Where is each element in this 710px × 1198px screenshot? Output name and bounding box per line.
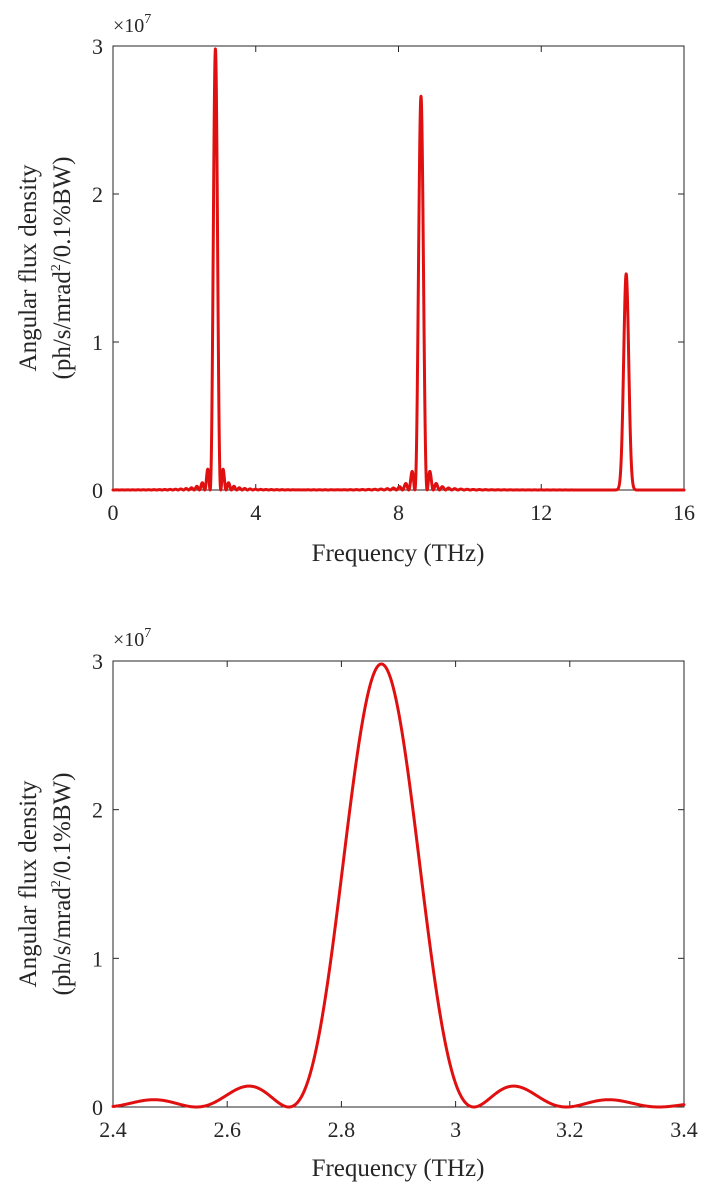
y-tick-label: 2	[92, 798, 103, 823]
top-exponent-label: ×107	[113, 12, 151, 37]
x-tick-label: 3.2	[556, 1117, 584, 1142]
top-y-axis-label-line2: (ph/s/mrad2/0.1%BW)	[49, 157, 76, 380]
y-tick-label: 1	[92, 330, 103, 355]
bottom-series-line	[111, 662, 686, 1109]
bottom-x-axis-label: Frequency (THz)	[312, 1155, 485, 1182]
top-series-line	[111, 47, 686, 492]
bottom-ticks	[112, 660, 685, 1108]
top-plot-frame	[112, 45, 685, 491]
y-tick-label: 0	[92, 478, 103, 503]
y-tick-label: 0	[92, 1095, 103, 1120]
y-tick-label: 3	[92, 649, 103, 674]
bottom-exponent-label: ×107	[113, 626, 151, 651]
y-tick-label: 3	[92, 34, 103, 59]
bottom-tick-labels: 2.4 2.6 2.8 3 3.2 3.4 0 1 2 3	[92, 649, 698, 1142]
x-tick-label: 4	[250, 500, 261, 525]
bottom-chart: 2.4 2.6 2.8 3 3.2 3.4 0 1 2 3 ×107 Frequency (THz…	[15, 626, 698, 1182]
bottom-y-axis-label-line2: (ph/s/mrad2/0.1%BW)	[49, 773, 76, 996]
x-tick-label: 2.8	[328, 1117, 356, 1142]
bottom-y-axis-label: Angular flux density (ph/s/mrad2/0.1%BW)	[15, 773, 76, 996]
top-x-axis-label: Frequency (THz)	[312, 540, 485, 567]
y-tick-label: 1	[92, 946, 103, 971]
x-tick-label: 2.4	[99, 1117, 127, 1142]
x-tick-label: 2.6	[213, 1117, 241, 1142]
top-ticks	[112, 45, 685, 491]
x-tick-label: 16	[673, 500, 695, 525]
x-tick-label: 8	[393, 500, 404, 525]
x-tick-label: 12	[530, 500, 552, 525]
y-tick-label: 2	[92, 182, 103, 207]
x-tick-label: 0	[108, 500, 119, 525]
top-y-axis-label: Angular flux density (ph/s/mrad2/0.1%BW)	[15, 157, 76, 380]
bottom-y-axis-label-line1: Angular flux density	[15, 780, 42, 987]
bottom-plot-frame	[112, 660, 685, 1108]
x-tick-label: 3.4	[670, 1117, 698, 1142]
x-tick-label: 3	[450, 1117, 461, 1142]
top-y-axis-label-line1: Angular flux density	[15, 164, 42, 371]
